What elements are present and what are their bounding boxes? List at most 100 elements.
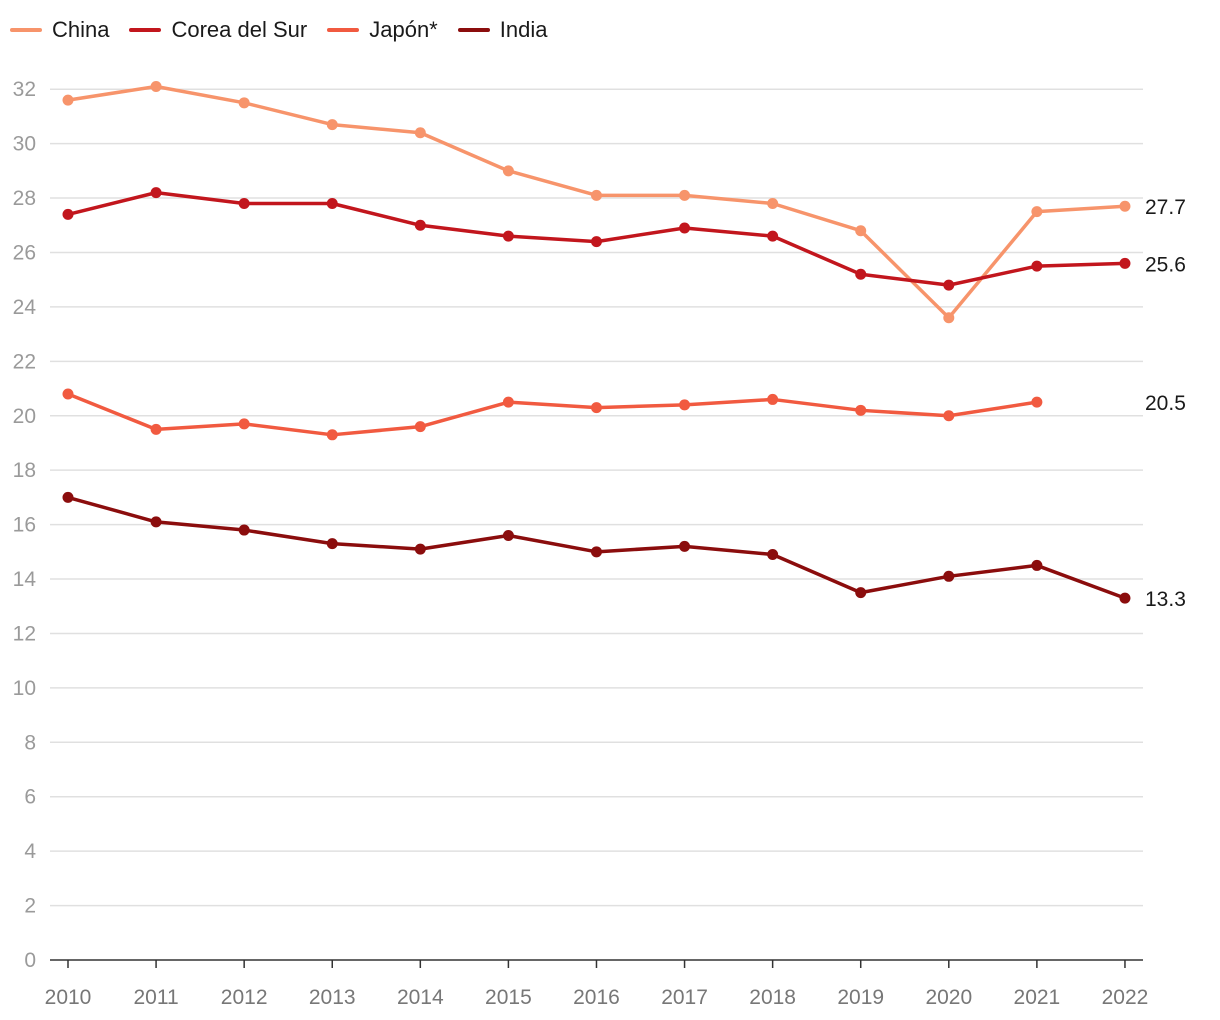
- point-jap-n-2017: [679, 399, 691, 411]
- x-tick-label-2014: 2014: [397, 986, 444, 1009]
- legend-item-corea-del-sur: Corea del Sur: [129, 16, 307, 44]
- point-jap-n-2010: [62, 388, 74, 400]
- point-jap-n-2020: [943, 410, 955, 422]
- y-tick-label-10: 10: [13, 677, 36, 700]
- y-tick-label-22: 22: [13, 350, 36, 373]
- point-jap-n-2012: [238, 418, 250, 430]
- point-corea-del-sur-2011: [150, 187, 162, 199]
- legend-item-india: India: [457, 16, 548, 44]
- x-tick-label-2020: 2020: [925, 986, 972, 1009]
- point-china-2015: [502, 165, 514, 177]
- point-jap-n-2014: [414, 421, 426, 433]
- x-tick-label-2018: 2018: [749, 986, 796, 1009]
- point-corea-del-sur-2016: [590, 236, 602, 248]
- point-china-2014: [414, 127, 426, 139]
- point-corea-del-sur-2012: [238, 198, 250, 210]
- point-india-2010: [62, 491, 74, 503]
- point-jap-n-2013: [326, 429, 338, 441]
- point-india-2019: [855, 587, 867, 599]
- point-china-2016: [590, 189, 602, 201]
- legend-item-china: China: [10, 16, 109, 44]
- point-china-2018: [767, 198, 779, 210]
- legend-label-india: India: [499, 17, 548, 42]
- point-india-2020: [943, 570, 955, 582]
- point-jap-n-2015: [502, 396, 514, 408]
- series-line-jap-n: [66, 392, 1039, 437]
- legend-swatch-china: [10, 28, 42, 32]
- point-corea-del-sur-2020: [943, 279, 955, 291]
- point-jap-n-2016: [590, 402, 602, 414]
- point-india-2012: [238, 524, 250, 536]
- x-tick-label-2013: 2013: [309, 986, 356, 1009]
- point-china-2021: [1031, 206, 1043, 218]
- point-india-2018: [767, 549, 779, 561]
- point-china-2013: [326, 119, 338, 131]
- y-tick-label-0: 0: [24, 949, 36, 972]
- point-corea-del-sur-2013: [326, 198, 338, 210]
- x-tick-label-2017: 2017: [661, 986, 708, 1009]
- point-india-2015: [502, 529, 514, 541]
- point-corea-del-sur-2010: [62, 208, 74, 220]
- x-tick-label-2021: 2021: [1014, 986, 1061, 1009]
- end-label-india: 13.3: [1145, 588, 1186, 611]
- x-tick-label-2011: 2011: [133, 986, 178, 1009]
- y-tick-label-12: 12: [13, 622, 36, 645]
- point-china-2017: [679, 189, 691, 201]
- end-label-jap-n: 20.5: [1145, 392, 1186, 415]
- x-tick-label-2016: 2016: [573, 986, 620, 1009]
- legend-swatch-india: [457, 28, 490, 32]
- point-jap-n-2011: [150, 423, 162, 435]
- y-tick-label-16: 16: [13, 514, 36, 537]
- point-corea-del-sur-2015: [502, 230, 514, 242]
- y-tick-label-30: 30: [13, 133, 36, 156]
- y-tick-label-26: 26: [13, 241, 36, 264]
- legend-swatch-corea-del-sur: [129, 28, 162, 32]
- legend-label-corea-del-sur: Corea del Sur: [171, 17, 308, 42]
- point-india-2021: [1031, 559, 1043, 571]
- x-tick-label-2010: 2010: [45, 986, 92, 1009]
- point-corea-del-sur-2018: [767, 230, 779, 242]
- end-label-corea-del-sur: 25.6: [1145, 253, 1186, 276]
- point-china-2012: [238, 97, 250, 109]
- point-india-2014: [414, 543, 426, 555]
- y-tick-label-14: 14: [13, 568, 37, 591]
- point-corea-del-sur-2014: [414, 219, 426, 231]
- chart-legend: China Corea del Sur Japón* India: [10, 16, 547, 44]
- point-china-2011: [150, 80, 162, 92]
- x-tick-label-2022: 2022: [1102, 986, 1149, 1009]
- point-corea-del-sur-2022: [1119, 257, 1131, 269]
- point-china-2020: [943, 312, 955, 324]
- legend-label-japon: Japón*: [369, 17, 438, 42]
- y-tick-label-24: 24: [13, 296, 37, 319]
- point-china-2022: [1119, 200, 1131, 212]
- point-corea-del-sur-2021: [1031, 260, 1043, 272]
- y-tick-label-28: 28: [13, 187, 36, 210]
- point-jap-n-2021: [1031, 396, 1043, 408]
- point-jap-n-2018: [767, 393, 779, 405]
- y-tick-label-32: 32: [13, 78, 36, 101]
- point-india-2013: [326, 538, 338, 550]
- point-corea-del-sur-2017: [679, 222, 691, 234]
- legend-item-japon: Japón*: [327, 16, 438, 44]
- y-tick-label-6: 6: [24, 786, 36, 809]
- x-tick-label-2019: 2019: [837, 986, 884, 1009]
- x-tick-label-2015: 2015: [485, 986, 532, 1009]
- legend-swatch-japon: [327, 28, 360, 32]
- point-india-2011: [150, 516, 162, 528]
- point-china-2010: [62, 94, 74, 106]
- y-tick-label-20: 20: [13, 405, 36, 428]
- y-tick-label-2: 2: [24, 895, 36, 918]
- point-india-2016: [590, 546, 602, 558]
- point-china-2019: [855, 225, 867, 237]
- end-label-china: 27.7: [1145, 196, 1186, 219]
- point-india-2017: [679, 540, 691, 552]
- legend-label-china: China: [52, 17, 110, 42]
- x-tick-label-2012: 2012: [221, 986, 268, 1009]
- point-jap-n-2019: [855, 404, 867, 416]
- y-tick-label-8: 8: [24, 731, 36, 754]
- y-tick-label-4: 4: [24, 840, 36, 863]
- y-tick-label-18: 18: [13, 459, 36, 482]
- point-india-2022: [1119, 592, 1131, 604]
- point-corea-del-sur-2019: [855, 268, 867, 280]
